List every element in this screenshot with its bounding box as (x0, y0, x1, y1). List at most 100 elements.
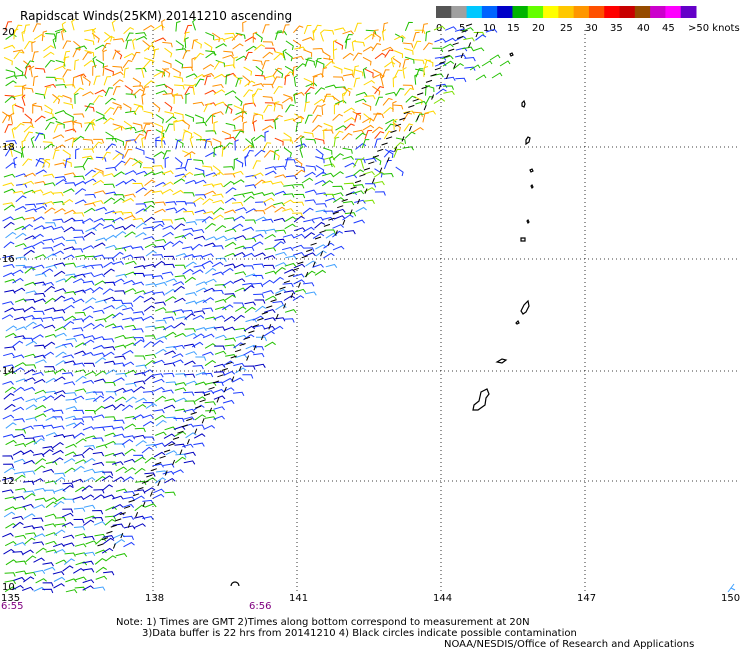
wind-barb (12, 406, 25, 412)
wind-barb (2, 455, 14, 460)
wind-barb (55, 559, 68, 565)
wind-barb (293, 184, 305, 189)
wind-barb (105, 143, 116, 151)
wind-barb (253, 352, 265, 358)
wind-barb (64, 209, 76, 215)
wind-barb (355, 132, 367, 140)
wind-barb (24, 306, 36, 313)
wind-barb (152, 165, 164, 170)
wind-barb (4, 124, 13, 134)
contamination-tick (337, 205, 344, 209)
wind-barb (153, 291, 165, 296)
wind-barb (32, 102, 37, 114)
wind-barb (74, 165, 86, 171)
swath-edge-tick (371, 178, 375, 184)
wind-barb (254, 44, 265, 51)
wind-barb (293, 201, 305, 206)
wind-barb (73, 409, 85, 415)
wind-barb (3, 188, 16, 193)
wind-barb (365, 157, 377, 162)
wind-barb (44, 285, 56, 293)
wind-barb (263, 192, 276, 197)
wind-barb (323, 29, 335, 35)
wind-barb (54, 162, 66, 167)
wind-barb (92, 509, 104, 515)
contamination-tick (430, 73, 437, 77)
wind-barb (145, 402, 158, 409)
wind-barb (253, 263, 265, 268)
wind-barb (294, 46, 306, 51)
wind-barb (231, 33, 243, 42)
wind-barb (112, 211, 124, 216)
wind-barb (162, 60, 172, 68)
wind-barb (243, 191, 255, 196)
wind-barb (224, 197, 237, 204)
wind-barb (225, 187, 237, 194)
wind-barb (302, 36, 314, 42)
wind-barb (90, 118, 95, 131)
wind-barb (185, 92, 190, 104)
wind-barb (195, 371, 208, 376)
wind-barb (194, 396, 206, 402)
wind-barb (272, 300, 284, 306)
wind-barb (95, 370, 107, 377)
wind-barb (42, 225, 55, 230)
wind-barb (15, 256, 27, 261)
legend-color-swatch (573, 6, 590, 18)
wind-barb (125, 260, 137, 265)
swath-edge-tick (445, 73, 449, 79)
wind-barb (294, 227, 306, 232)
wind-barb (222, 54, 234, 59)
wind-barb (105, 506, 117, 511)
wind-barb (82, 494, 95, 500)
wind-barb (35, 157, 44, 167)
lon-label-150: 150 (721, 593, 740, 604)
wind-barb (275, 304, 287, 311)
wind-barb (153, 451, 166, 458)
wind-barb (213, 388, 225, 394)
wind-barb (143, 200, 156, 206)
wind-barb (160, 136, 166, 148)
wind-barb (13, 156, 18, 169)
wind-barb (264, 166, 277, 171)
wind-barb (42, 351, 55, 358)
wind-barb (323, 193, 335, 199)
wind-barb (2, 216, 14, 222)
wind-barb (212, 83, 224, 89)
contamination-tick (190, 411, 197, 415)
wind-barb (172, 240, 184, 247)
legend-color-swatch (558, 6, 575, 18)
wind-barb (464, 56, 476, 62)
wind-barb (134, 380, 146, 385)
wind-barb (175, 316, 188, 321)
wind-barb (464, 66, 476, 71)
wind-barb (94, 357, 107, 364)
wind-barb (273, 149, 280, 160)
wind-barb (164, 477, 176, 484)
wind-barb (203, 425, 216, 430)
wind-barb (194, 167, 205, 175)
wind-barb (442, 85, 454, 90)
wind-barb (204, 89, 217, 95)
wind-barb (264, 47, 276, 53)
wind-barb (63, 226, 75, 233)
wind-barb (195, 281, 208, 286)
wind-barb (122, 476, 134, 483)
wind-barb (275, 251, 287, 256)
wind-barb (412, 111, 423, 117)
wind-barb (44, 297, 57, 305)
wind-barb (3, 392, 15, 400)
wind-barb (105, 391, 117, 396)
legend-color-swatch (634, 6, 651, 18)
wind-barb (162, 41, 173, 48)
wind-barb (94, 89, 107, 95)
wind-barb (5, 139, 17, 145)
wind-barb (304, 199, 317, 204)
wind-barb (10, 112, 15, 124)
wind-barb (134, 467, 146, 475)
wind-barb (254, 363, 266, 368)
wind-barb (182, 246, 194, 251)
wind-barb (144, 335, 156, 340)
wind-barb (52, 134, 65, 139)
wind-barb (174, 456, 187, 464)
